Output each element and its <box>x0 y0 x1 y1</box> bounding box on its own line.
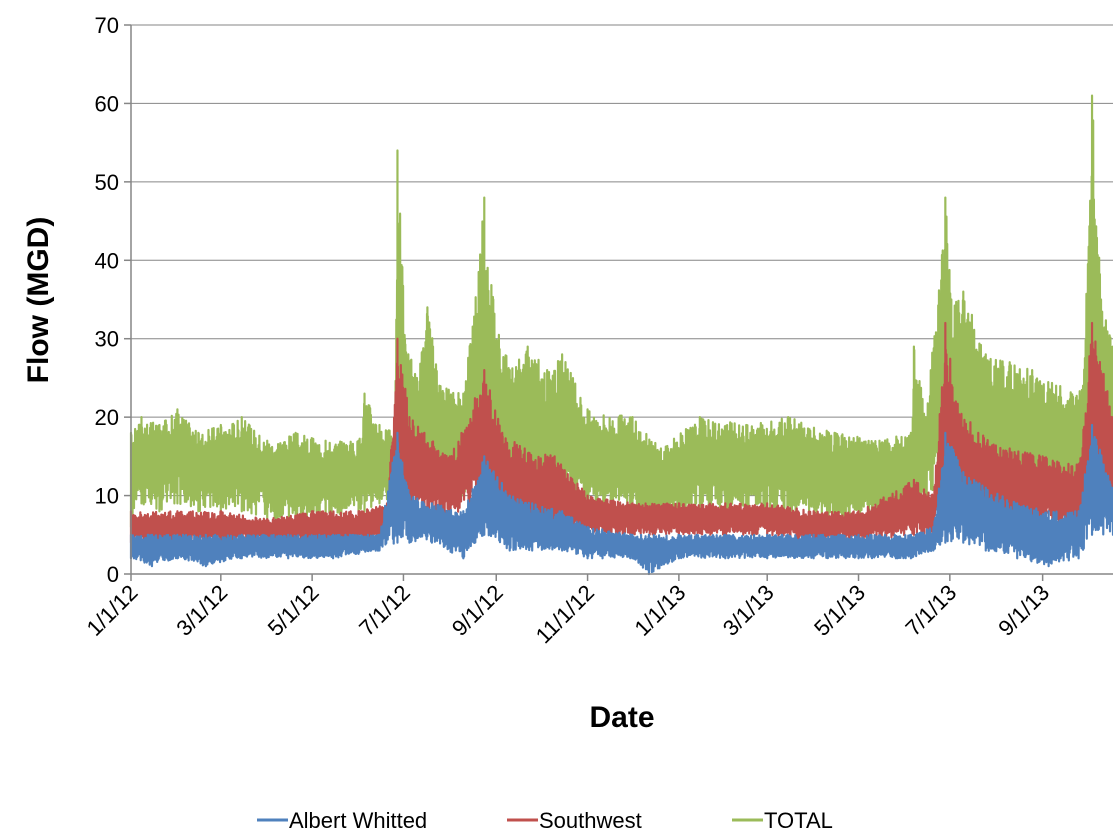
legend-label: TOTAL <box>764 808 833 833</box>
x-tick-label: 9/1/13 <box>993 580 1054 641</box>
x-tick-label: 5/1/12 <box>263 580 324 641</box>
x-tick-label: 7/1/13 <box>900 580 961 641</box>
y-tick-label: 60 <box>95 91 119 116</box>
x-tick-label: 3/1/12 <box>171 580 232 641</box>
y-tick-label: 10 <box>95 484 119 509</box>
y-tick-label: 30 <box>95 327 119 352</box>
y-tick-label: 0 <box>107 562 119 587</box>
x-axis-title: Date <box>589 701 654 734</box>
x-tick-label: 3/1/13 <box>718 580 779 641</box>
legend-item-albert-whitted: Albert Whitted <box>257 808 427 833</box>
x-tick-label: 7/1/12 <box>354 580 415 641</box>
gridlines <box>131 24 1113 497</box>
legend-label: Southwest <box>539 808 642 833</box>
legend: Albert Whitted Southwest TOTAL <box>257 808 833 833</box>
x-tick-label: 5/1/13 <box>809 580 870 641</box>
x-tick-label: 11/1/12 <box>531 580 599 648</box>
legend-item-total: TOTAL <box>732 808 833 833</box>
y-tick-label: 40 <box>95 248 119 273</box>
x-tick-label: 9/1/12 <box>447 580 508 641</box>
series-line-southwest <box>129 321 1113 544</box>
y-tick-labels: 0 10 20 30 40 50 60 70 <box>95 13 131 587</box>
y-tick-label: 50 <box>95 170 119 195</box>
y-tick-label: 70 <box>95 13 119 38</box>
y-axis-title: Flow (MGD) <box>22 217 55 384</box>
series-line-albert-whitted <box>129 423 1113 576</box>
series-layer <box>129 94 1113 576</box>
x-tick-labels: 1/1/12 3/1/12 5/1/12 7/1/12 9/1/12 11/1/12 1/1… <box>82 574 1054 648</box>
legend-item-southwest: Southwest <box>507 808 642 833</box>
legend-label: Albert Whitted <box>289 808 427 833</box>
x-tick-label: 1/1/12 <box>82 580 143 641</box>
y-tick-label: 20 <box>95 405 119 430</box>
x-tick-label: 1/1/13 <box>629 580 690 641</box>
